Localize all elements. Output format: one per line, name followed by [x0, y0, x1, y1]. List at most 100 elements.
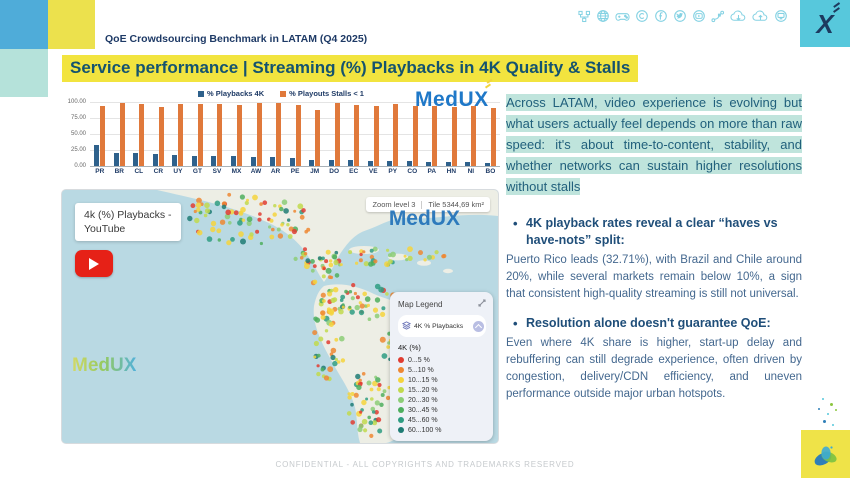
map-legend-row: 15...20 %: [398, 385, 486, 395]
gridline: 75.00: [71, 115, 500, 121]
land-puerto-rico: [417, 260, 431, 266]
bar: [393, 103, 399, 166]
bar: [373, 105, 379, 166]
confidential-footer: CONFIDENTIAL - ALL COPYRIGHTS AND TRADEM…: [275, 460, 575, 469]
x-tick-label: UY: [173, 168, 183, 175]
bar: [152, 154, 158, 166]
bar: [451, 106, 457, 166]
badge-divider: [421, 200, 423, 209]
play-icon: [89, 257, 99, 270]
chart-legend: % Playbacks 4K % Playouts Stalls < 1: [62, 88, 500, 99]
bar: [191, 155, 197, 166]
sitemap-icon[interactable]: [578, 10, 591, 23]
bullet-item-1: 4K playback rates reveal a clear “haves …: [506, 215, 802, 303]
x-tick-label: SV: [212, 168, 222, 175]
x-tick-label: GT: [192, 168, 202, 175]
bar: [256, 103, 262, 166]
x-tick-label: EC: [349, 168, 359, 175]
bullet-body: Even where 4K share is higher, start-up …: [506, 337, 802, 400]
bar: [133, 153, 139, 166]
cloud-upload-icon[interactable]: [752, 9, 769, 23]
bar: [230, 156, 236, 166]
slide-kicker: QoE Crowdsourcing Benchmark in LATAM (Q4…: [105, 33, 368, 45]
copyright-icon[interactable]: [635, 9, 649, 23]
map-legend-row: 60...100 %: [398, 425, 486, 435]
expand-icon[interactable]: [478, 299, 486, 309]
share-nodes-icon[interactable]: [711, 10, 725, 23]
chart-bars: [90, 102, 500, 166]
bar-group-hn: [442, 102, 462, 166]
bar: [172, 155, 178, 166]
legend-swatch: [198, 90, 205, 97]
intro-paragraph: Across LATAM, video experience is evolvi…: [506, 94, 802, 195]
bar-group-py: [383, 102, 403, 166]
bar-group-mx: [227, 102, 247, 166]
bar-group-co: [403, 102, 423, 166]
bar-group-pr: [90, 102, 110, 166]
x-tick-label: NI: [467, 168, 475, 175]
x-tick-label: DO: [329, 168, 340, 175]
youtube-play-button[interactable]: [75, 250, 113, 277]
bar: [309, 159, 315, 166]
x-tick-label: HN: [446, 168, 457, 175]
bar: [328, 159, 334, 166]
bar: [139, 103, 145, 166]
x-tick-label: PR: [95, 168, 105, 175]
x-tick-label: PE: [290, 168, 300, 175]
bar: [94, 145, 100, 166]
bar: [217, 103, 223, 166]
facebook-icon[interactable]: [654, 9, 668, 23]
bar-group-do: [324, 102, 344, 166]
x-tick-label: MX: [231, 168, 242, 175]
chart-legend-item: % Playouts Stalls < 1: [280, 89, 364, 98]
monitor-icon[interactable]: [774, 9, 788, 23]
map-legend-row: 0...5 %: [398, 355, 486, 365]
bar: [490, 108, 496, 166]
medux-watermark-bottom: MedUX: [72, 355, 137, 376]
decor-square-blue: [0, 0, 48, 49]
bar: [270, 157, 276, 166]
map-panel[interactable]: 4k (%) Playbacks - YouTube Zoom level 3 …: [62, 190, 498, 443]
bar-chart: % Playbacks 4K % Playouts Stalls < 1 100.…: [62, 88, 500, 190]
youtube-icon[interactable]: [692, 9, 706, 23]
bar-group-cr: [149, 102, 169, 166]
x-tick-label: BR: [114, 168, 124, 175]
bar-group-aw: [246, 102, 266, 166]
brand-x-logo-box: X: [800, 0, 850, 47]
gridline: 0.00: [74, 163, 500, 169]
twitter-icon[interactable]: [673, 9, 687, 23]
legend-swatch: [280, 90, 287, 97]
bullet-body: Puerto Rico leads (32.71%), with Brazil …: [506, 254, 802, 300]
legend-dot: [398, 357, 404, 363]
cloud-download-icon[interactable]: [730, 9, 747, 23]
map-zoom-badge: Zoom level 3 Tile 5344,69 km²: [366, 197, 490, 212]
bar: [250, 156, 256, 166]
map-legend-row: 10...15 %: [398, 375, 486, 385]
bar: [387, 160, 393, 166]
x-tick-label: CR: [153, 168, 164, 175]
globe-icon[interactable]: [596, 9, 610, 23]
layers-icon: [401, 317, 412, 335]
legend-dot: [398, 427, 404, 433]
bar: [276, 103, 282, 166]
map-legend-layer-pill[interactable]: 4K % Playbacks: [398, 315, 486, 337]
bullet-item-2: Resolution alone doesn't guarantee QoE: …: [506, 315, 802, 403]
x-tick-label: VE: [368, 168, 378, 175]
bar: [406, 161, 412, 166]
bar: [295, 104, 301, 166]
map-legend-title: Map Legend: [398, 299, 443, 309]
map-legend-row: 5...10 %: [398, 365, 486, 375]
bar-group-cl: [129, 102, 149, 166]
map-legend-panel: Map Legend 4K % Playbacks 4K (%) 0...5 %…: [390, 292, 493, 441]
gamepad-icon[interactable]: [615, 10, 630, 23]
bar-group-ar: [266, 102, 286, 166]
bar: [367, 160, 373, 166]
collapse-chevron-icon[interactable]: [473, 320, 484, 332]
bar-group-uy: [168, 102, 188, 166]
bar: [211, 156, 217, 166]
bar: [178, 103, 184, 166]
x-tick-label: CO: [407, 168, 418, 175]
bar: [432, 105, 438, 166]
bar: [236, 104, 242, 166]
chart-xlabels: PR BR CL CR UY GT SV MX AW AR PE JM DO EC VE PY CO PA HN NI…: [90, 168, 500, 175]
